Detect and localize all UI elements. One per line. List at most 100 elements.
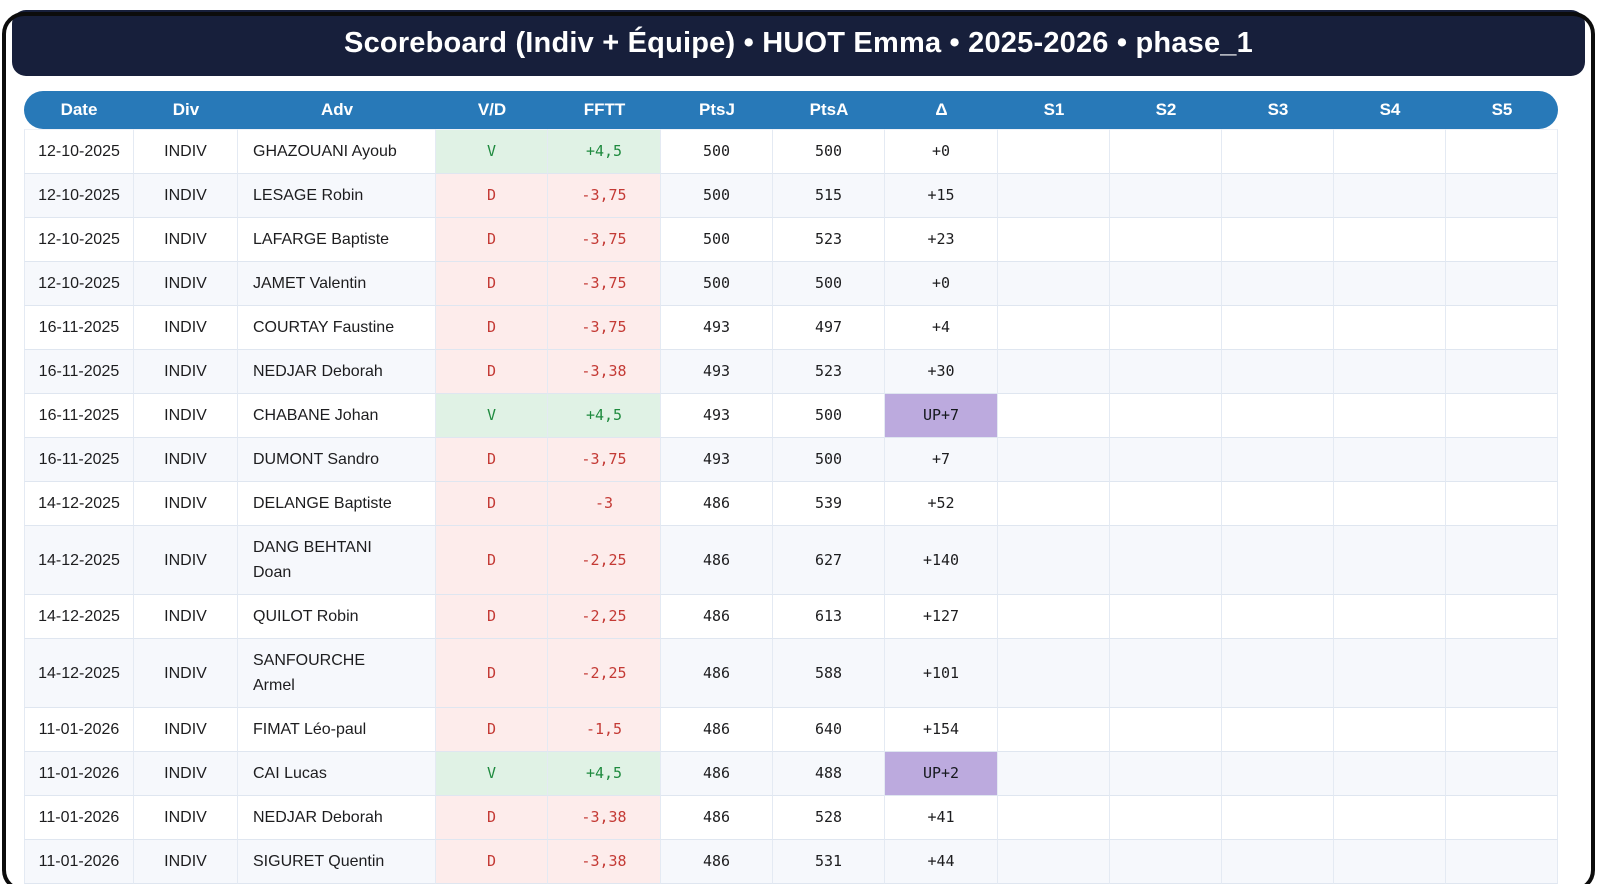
opponent-points-cell: 531 <box>773 840 885 884</box>
column-header: PtsJ <box>661 91 773 129</box>
result-cell: D <box>436 350 548 394</box>
opponent-points-cell: 500 <box>773 262 885 306</box>
delta-cell: +23 <box>885 218 998 262</box>
set1-cell <box>998 438 1110 482</box>
table-row: 12-10-2025 INDIV LAFARGE Baptiste D -3,7… <box>24 218 1558 262</box>
delta-cell: +44 <box>885 840 998 884</box>
set3-cell <box>1222 639 1334 708</box>
table-row: 16-11-2025 INDIV CHABANE Johan V +4,5 49… <box>24 394 1558 438</box>
result-cell: D <box>436 526 548 595</box>
date-cell: 16-11-2025 <box>24 394 134 438</box>
opponent-cell: SIGURET Quentin <box>238 840 436 884</box>
column-header: Adv <box>238 91 436 129</box>
division-cell: INDIV <box>134 350 238 394</box>
result-cell: D <box>436 595 548 639</box>
opponent-cell: COURTAY Faustine <box>238 306 436 350</box>
column-header: S2 <box>1110 91 1222 129</box>
column-header: PtsA <box>773 91 885 129</box>
set1-cell <box>998 639 1110 708</box>
set5-cell <box>1446 708 1558 752</box>
opponent-points-cell: 488 <box>773 752 885 796</box>
set4-cell <box>1334 438 1446 482</box>
set2-cell <box>1110 306 1222 350</box>
division-cell: INDIV <box>134 526 238 595</box>
set1-cell <box>998 796 1110 840</box>
result-cell: D <box>436 482 548 526</box>
opponent-points-cell: 640 <box>773 708 885 752</box>
date-cell: 11-01-2026 <box>24 708 134 752</box>
set5-cell <box>1446 796 1558 840</box>
set1-cell <box>998 482 1110 526</box>
set1-cell <box>998 174 1110 218</box>
table-row: 11-01-2026 INDIV CAI Lucas V +4,5 486 48… <box>24 752 1558 796</box>
set2-cell <box>1110 526 1222 595</box>
opponent-points-cell: 523 <box>773 218 885 262</box>
date-cell: 11-01-2026 <box>24 796 134 840</box>
set5-cell <box>1446 438 1558 482</box>
set4-cell <box>1334 796 1446 840</box>
table-header: Date Div Adv V/D FFTT PtsJ PtsA Δ S1 S2 S3 S4 S5 <box>24 91 1558 129</box>
set3-cell <box>1222 840 1334 884</box>
set2-cell <box>1110 350 1222 394</box>
set5-cell <box>1446 306 1558 350</box>
player-points-cell: 493 <box>661 306 773 350</box>
date-cell: 12-10-2025 <box>24 262 134 306</box>
set5-cell <box>1446 394 1558 438</box>
delta-cell: +0 <box>885 262 998 306</box>
opponent-points-cell: 627 <box>773 526 885 595</box>
fftt-points-cell: -2,25 <box>548 639 661 708</box>
opponent-points-cell: 523 <box>773 350 885 394</box>
delta-cell: +154 <box>885 708 998 752</box>
date-cell: 16-11-2025 <box>24 306 134 350</box>
result-cell: V <box>436 394 548 438</box>
opponent-cell: JAMET Valentin <box>238 262 436 306</box>
opponent-cell: CAI Lucas <box>238 752 436 796</box>
opponent-cell: NEDJAR Deborah <box>238 796 436 840</box>
set5-cell <box>1446 262 1558 306</box>
opponent-points-cell: 500 <box>773 438 885 482</box>
set5-cell <box>1446 752 1558 796</box>
date-cell: 14-12-2025 <box>24 526 134 595</box>
set2-cell <box>1110 262 1222 306</box>
delta-cell: +15 <box>885 174 998 218</box>
set5-cell <box>1446 174 1558 218</box>
player-points-cell: 486 <box>661 595 773 639</box>
column-header: Δ <box>885 91 998 129</box>
opponent-cell: LESAGE Robin <box>238 174 436 218</box>
set3-cell <box>1222 796 1334 840</box>
result-cell: D <box>436 796 548 840</box>
player-points-cell: 500 <box>661 218 773 262</box>
fftt-points-cell: -2,25 <box>548 595 661 639</box>
title-banner: Scoreboard (Indiv + Équipe) • HUOT Emma … <box>12 10 1585 76</box>
set2-cell <box>1110 752 1222 796</box>
set4-cell <box>1334 218 1446 262</box>
set4-cell <box>1334 526 1446 595</box>
set3-cell <box>1222 526 1334 595</box>
opponent-cell: SANFOURCHE Armel <box>238 639 436 708</box>
set5-cell <box>1446 639 1558 708</box>
delta-cell: +0 <box>885 129 998 174</box>
set2-cell <box>1110 438 1222 482</box>
date-cell: 11-01-2026 <box>24 840 134 884</box>
set2-cell <box>1110 218 1222 262</box>
fftt-points-cell: +4,5 <box>548 394 661 438</box>
set3-cell <box>1222 129 1334 174</box>
table-row: 16-11-2025 INDIV COURTAY Faustine D -3,7… <box>24 306 1558 350</box>
date-cell: 14-12-2025 <box>24 639 134 708</box>
result-cell: D <box>436 174 548 218</box>
opponent-cell: QUILOT Robin <box>238 595 436 639</box>
opponent-cell: GHAZOUANI Ayoub <box>238 129 436 174</box>
table-row: 14-12-2025 INDIV DELANGE Baptiste D -3 4… <box>24 482 1558 526</box>
set4-cell <box>1334 639 1446 708</box>
header-row: Date Div Adv V/D FFTT PtsJ PtsA Δ S1 S2 S3 S4 S5 <box>24 91 1558 129</box>
opponent-cell: LAFARGE Baptiste <box>238 218 436 262</box>
player-points-cell: 486 <box>661 639 773 708</box>
result-cell: V <box>436 129 548 174</box>
player-points-cell: 500 <box>661 262 773 306</box>
opponent-cell: CHABANE Johan <box>238 394 436 438</box>
delta-cell: UP+2 <box>885 752 998 796</box>
column-header: Div <box>134 91 238 129</box>
fftt-points-cell: -3,75 <box>548 306 661 350</box>
table-row: 14-12-2025 INDIV DANG BEHTANI Doan D -2,… <box>24 526 1558 595</box>
set3-cell <box>1222 306 1334 350</box>
